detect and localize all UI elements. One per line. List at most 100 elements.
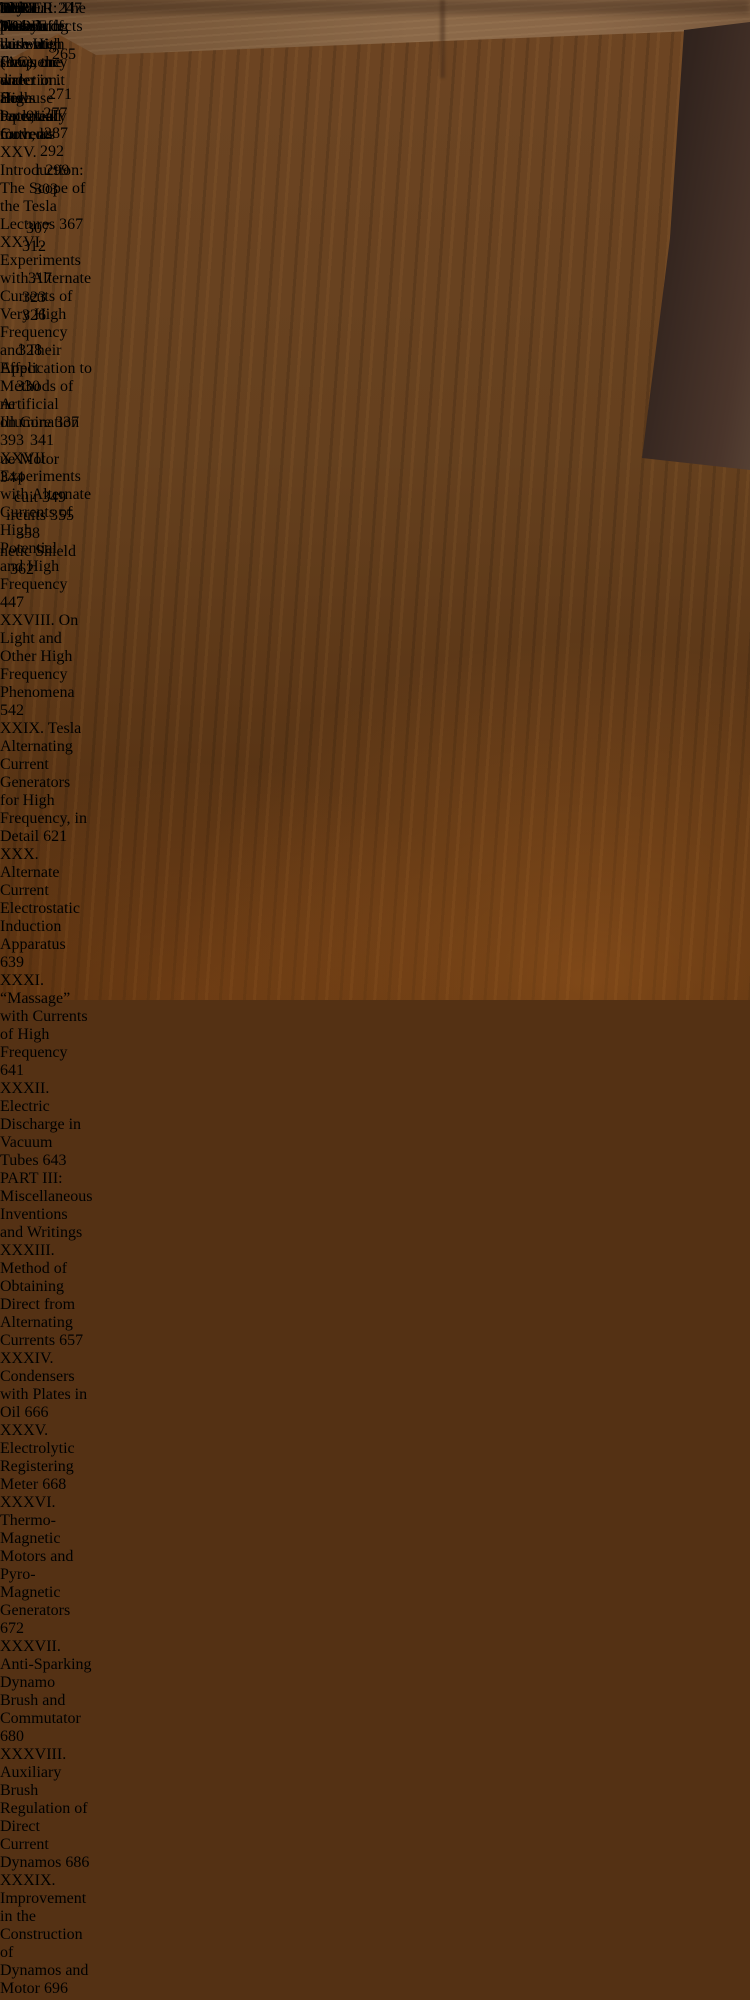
ghost-text: THE PROB xyxy=(0,0,42,35)
ghost-text: Ele xyxy=(0,0,22,17)
page-number: 668 xyxy=(42,1476,67,1493)
left-toc-fragment: 271 xyxy=(0,86,82,104)
toc-entry: XXX. Alternate Current Electrostatic Ind… xyxy=(0,846,92,972)
page-number: 326 xyxy=(22,307,46,324)
toc-entry: XXXIX. Improvement in the Construction o… xyxy=(0,1872,92,1998)
fragment-pre-line: netic Shield xyxy=(0,543,76,560)
fragment-line: 358 xyxy=(16,525,82,543)
fragment-pre-line: Effect xyxy=(0,360,39,377)
fragment-text: on Core xyxy=(0,414,52,431)
cardboard-crease xyxy=(440,0,445,78)
toc-section-heading: PART II: The Tesla Effects with High Fre… xyxy=(0,0,92,144)
toc-entry-first-line: XXVII. Experiments with Alternate Curren… xyxy=(0,450,92,557)
page-number: 367 xyxy=(59,216,84,233)
left-toc-fragment: ue Motor 344 xyxy=(0,451,82,487)
fragment-line: 341 xyxy=(30,432,82,450)
page-number: 680 xyxy=(0,1728,24,1745)
toc-entry-last-line: XXX. Alternate Current Electrostatic Ind… xyxy=(0,846,92,972)
toc-entry-last-line: XXXIV. Condensers with Plates in Oil 666 xyxy=(0,1350,92,1422)
page-number: 621 xyxy=(43,828,68,845)
page-number: 641 xyxy=(0,1062,24,1079)
toc-entry-title: XXV. Introduction: The Scope of the Tesl… xyxy=(0,144,86,233)
toc-section: PART II: The Tesla Effects with High Fre… xyxy=(0,0,92,1170)
ghost-text: The True xyxy=(0,0,30,35)
fragment-line: ircuits 355 xyxy=(6,507,82,525)
fragment-line: 362 xyxy=(10,561,82,579)
toc-entry: XXVIII. On Light and Other High Frequenc… xyxy=(0,612,92,720)
fragment-line: 330 xyxy=(16,378,82,396)
left-toc-fragment: 287 xyxy=(0,125,82,143)
ghost-text: an alternating current (AC), the water f… xyxy=(0,0,69,143)
ghost-text: II. A New xyxy=(0,0,31,35)
ceramic-crock xyxy=(646,414,750,586)
fragment-line: 271 xyxy=(48,86,82,104)
toc-entry: XXXVIII. Auxiliary Brush Regulation of D… xyxy=(0,1746,92,1872)
toc-heading-line: PART II: The Tesla Effects with High Fre… xyxy=(0,0,86,89)
toc-entry: XXXIV. Condensers with Plates in Oil 666 xyxy=(0,1350,92,1422)
left-toc-fragment: 341 xyxy=(0,432,82,450)
page-number: 271 xyxy=(48,86,72,103)
page-number: 247 xyxy=(58,0,82,17)
fragment-line: 247 xyxy=(58,0,82,18)
toc-heading-line: PART III: Miscellaneous Inventions and W… xyxy=(0,1170,93,1241)
fragment-line: 328 xyxy=(18,342,82,360)
toc-entry-first-line: XXXVI. Thermo-Magnetic Motors and xyxy=(0,1494,74,1565)
fragment-line: 307 xyxy=(26,220,82,238)
fragment-text: or xyxy=(26,105,40,122)
ghost-text: PART xyxy=(0,0,39,17)
toc-entry-last-line: Dynamos and Motor 696 xyxy=(0,1962,92,1998)
ghost-text: tion xyxy=(0,0,25,17)
toc-entry-last-line: Pyro-Magnetic Generators 672 xyxy=(0,1566,92,1638)
left-toc-fragment: 303 xyxy=(0,181,82,199)
left-toc-fragment: netic Shield 362 xyxy=(0,543,82,579)
toc-entry-first-line: XXXIX. Improvement in the Construction o… xyxy=(0,1872,87,1961)
page-number: 323 xyxy=(22,289,46,306)
ghost-text: THE AC xyxy=(0,0,32,35)
toc-entry-last-line: for High Frequency, in Detail 621 xyxy=(0,792,92,846)
ghost-text: in your backyard: the water flows one di… xyxy=(0,0,64,107)
page-number: 341 xyxy=(30,432,54,449)
ghost-text: had a portion of hose with some water in… xyxy=(0,0,67,143)
toc-entry: XXXI. “Massage” with Currents of High Fr… xyxy=(0,972,92,1080)
toc-entry-last-line: XXXIII. Method of Obtaining Direct from … xyxy=(0,1242,92,1350)
left-toc-fragment: 317 xyxy=(0,270,82,288)
page-number: 292 xyxy=(40,143,64,160)
toc-entry-title: XXX. Alternate Current Electrostatic Ind… xyxy=(0,846,80,953)
page-number: 696 xyxy=(44,1980,68,1997)
left-toc-fragment: 247 xyxy=(0,0,82,18)
ghost-text: PART xyxy=(0,0,39,17)
fragment-line: 303 xyxy=(34,181,82,199)
toc-entry-title: and High Frequency xyxy=(0,558,68,593)
cardboard-top-shade xyxy=(0,0,750,14)
page-number: 277 xyxy=(43,105,68,122)
left-toc-fragment: ircuits 355 xyxy=(0,507,82,525)
left-toc-fragment: r 299 xyxy=(0,162,82,180)
fragment-line: on Core 337 xyxy=(0,414,82,432)
page-number: 344 xyxy=(0,469,24,486)
toc-section: PART III: Miscellaneous Inventions and W… xyxy=(0,1170,92,2000)
page-number: 349 xyxy=(42,489,66,506)
page-number: 303 xyxy=(34,181,58,198)
left-toc-fragment: 265 xyxy=(0,46,82,64)
left-toc-fragment: Effect 330 xyxy=(0,360,82,396)
left-toc-fragment: 323 xyxy=(0,289,82,307)
toc-entry-first-line: XXIX. Tesla Alternating Current Generato… xyxy=(0,720,82,791)
page-number: 542 xyxy=(0,702,24,719)
fragment-text: cuit xyxy=(14,489,38,506)
fragment-line: or 277 xyxy=(26,105,82,123)
left-toc-fragment: ne on Core 337 xyxy=(0,396,82,432)
fragment-line: 287 xyxy=(44,125,82,143)
toc-entry-title: XXXVII. Anti-Sparking Dynamo Brush and C… xyxy=(0,1638,92,1727)
page-number: 393 xyxy=(0,432,24,449)
toc-entry-title: XXXII. Electric Discharge in Vacuum Tube… xyxy=(0,1080,82,1169)
toc-entry: XXIX. Tesla Alternating Current Generato… xyxy=(0,720,92,846)
fragment-line: 265 xyxy=(52,46,82,64)
page-number: 657 xyxy=(59,1332,84,1349)
fragment-text: r xyxy=(36,162,42,179)
toc-entry-last-line: and High Frequency 447 xyxy=(0,558,92,612)
left-toc-fragment: 326 xyxy=(0,307,82,325)
toc-entry-list: XXV. Introduction: The Scope of the Tesl… xyxy=(0,144,92,1170)
left-toc-fragment: 328 xyxy=(0,342,82,360)
page-number: 672 xyxy=(0,1620,24,1637)
toc-entry: XXXIII. Method of Obtaining Direct from … xyxy=(0,1242,92,1350)
